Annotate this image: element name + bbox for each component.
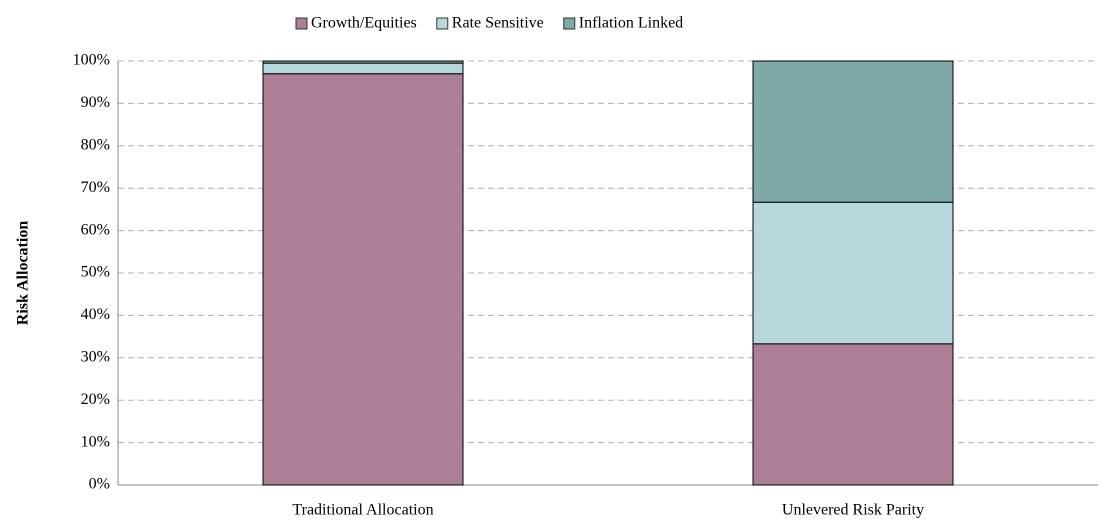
bar-segment (262, 73, 464, 486)
legend-label: Growth/Equities (311, 15, 417, 32)
y-tick-label: 100% (73, 52, 110, 69)
bar-segment (262, 62, 464, 75)
legend-swatch (436, 17, 449, 30)
legend-swatch (563, 17, 576, 30)
y-tick-label: 10% (81, 433, 110, 450)
bar-segment (752, 201, 954, 345)
bar-segment (752, 60, 954, 203)
y-tick-label: 0% (89, 476, 110, 493)
y-tick-label: 60% (81, 221, 110, 238)
y-tick-label: 30% (81, 348, 110, 365)
y-axis-label: Risk Allocation (15, 221, 32, 326)
y-tick-label: 50% (81, 264, 110, 281)
x-tick-label: Traditional Allocation (292, 502, 433, 519)
legend-label: Inflation Linked (579, 15, 683, 32)
y-tick-label: 80% (81, 136, 110, 153)
legend-swatch (295, 17, 308, 30)
bar-segment (262, 60, 464, 64)
legend-label: Rate Sensitive (452, 15, 544, 32)
y-tick-label: 20% (81, 391, 110, 408)
y-tick-label: 40% (81, 306, 110, 323)
bar-segment (752, 343, 954, 486)
x-tick-label: Unlevered Risk Parity (782, 502, 924, 519)
y-tick-label: 90% (81, 94, 110, 111)
y-tick-label: 70% (81, 179, 110, 196)
